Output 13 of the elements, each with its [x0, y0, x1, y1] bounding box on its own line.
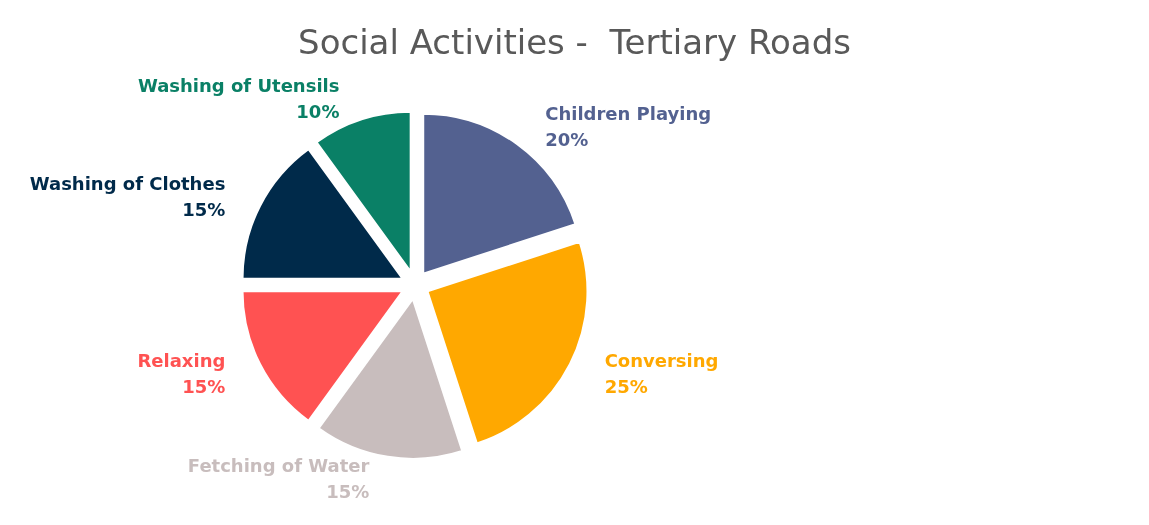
slice-label: Conversing [604, 350, 719, 372]
slice-label: Washing of Utensils [137, 75, 340, 97]
slice-label: Children Playing [545, 102, 712, 124]
data-label: 10% [296, 101, 340, 123]
slice-label: Relaxing [137, 350, 226, 372]
data-label: 25% [604, 376, 648, 398]
chart-title: Social Activities - Tertiary Roads [298, 22, 851, 62]
slice-label: Washing of Clothes [29, 172, 226, 194]
data-label: 15% [182, 376, 226, 398]
slice-label: Fetching of Water [187, 455, 370, 477]
data-label: 15% [326, 481, 370, 503]
data-label: 20% [545, 128, 589, 150]
data-label: 15% [182, 198, 226, 220]
